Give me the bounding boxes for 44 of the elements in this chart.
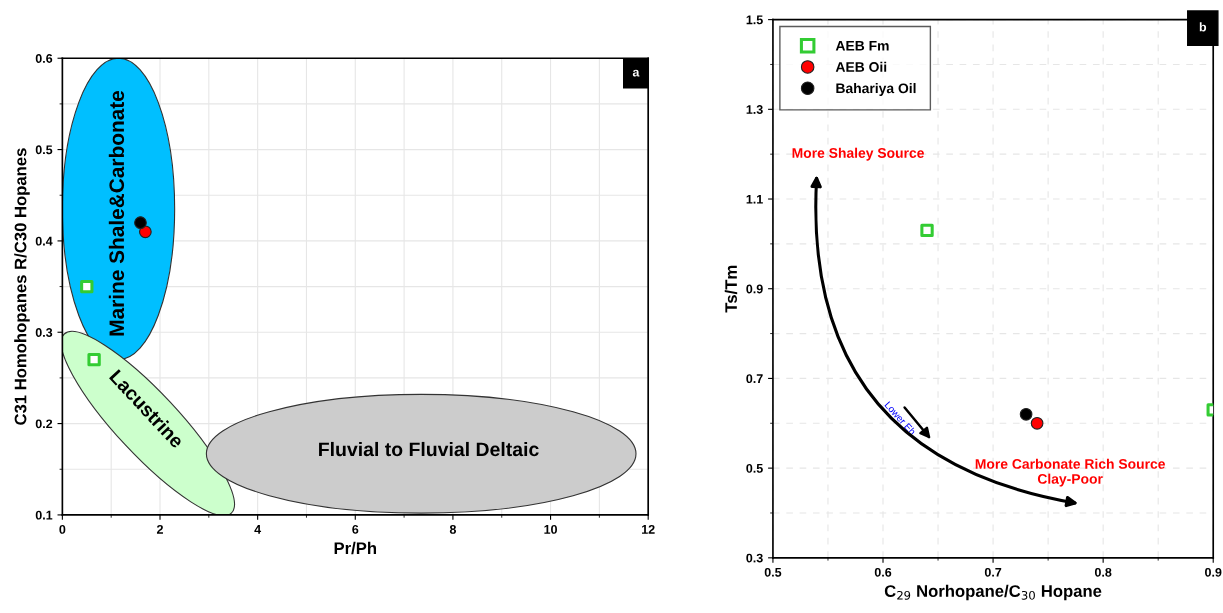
point	[134, 216, 147, 230]
legend-label: Bahariya Oil	[836, 83, 916, 96]
point	[80, 279, 94, 294]
y-tick-label: 0.5	[746, 463, 763, 473]
y-axis-title: C31 Homohopanes R/C30 Hopanes	[14, 148, 30, 425]
annotation: Marine Shale&Carbonate	[108, 90, 125, 336]
point	[1030, 416, 1044, 430]
y-tick-label: 1.5	[746, 15, 763, 25]
annotation: a	[632, 69, 640, 77]
x-tick-label: 0.7	[984, 567, 1002, 577]
y-tick-label: 0.7	[746, 374, 763, 384]
x-tick-label: 0.9	[1205, 567, 1222, 577]
x-tick-label: 6	[352, 524, 359, 534]
y-tick-label: 0.4	[35, 236, 53, 246]
x-tick-label: 8	[449, 524, 457, 534]
annotation: b	[1199, 22, 1207, 32]
legend-label: AEB Fm	[835, 40, 889, 51]
y-tick-label: 0.5	[35, 145, 53, 155]
x-tick-label: 0.6	[874, 567, 892, 577]
point	[1019, 407, 1033, 421]
y-tick-label: 0.6	[35, 54, 53, 63]
point	[138, 225, 152, 239]
x-tick-label: 4	[254, 525, 262, 534]
x-tick-label: 12	[642, 524, 655, 534]
y-tick-label: 0.3	[35, 328, 53, 337]
y-tick-label: 0.1	[35, 510, 53, 520]
annotation: More Carbonate Rich Source Clay-Poor	[975, 458, 1165, 487]
y-axis-title: Ts/Tm	[724, 265, 738, 313]
legend-label: AEB Oii	[835, 61, 887, 72]
x-tick-label: 10	[544, 524, 557, 534]
y-tick-label: 0.9	[746, 284, 763, 294]
y-tick-label: 0.2	[35, 419, 53, 429]
x-tick-label: 0	[59, 524, 66, 534]
x-tick-label: 0.8	[1094, 567, 1112, 577]
y-tick-label: 1.1	[746, 194, 763, 204]
annotation: More Shaley Source	[792, 147, 924, 161]
y-tick-label: 1.3	[746, 105, 763, 114]
x-tick-label: 2	[156, 524, 163, 534]
x-axis-title: Pr/Ph	[334, 541, 377, 555]
y-tick-label: 0.3	[746, 553, 763, 563]
x-axis-title: C$_{29}$ Norhopane/C$_{30}$ Hopane	[884, 584, 1102, 601]
point	[87, 352, 101, 367]
annotation: Fluvial to Fluvial Deltaic	[319, 441, 539, 457]
x-tick-label: 0.5	[764, 567, 782, 577]
